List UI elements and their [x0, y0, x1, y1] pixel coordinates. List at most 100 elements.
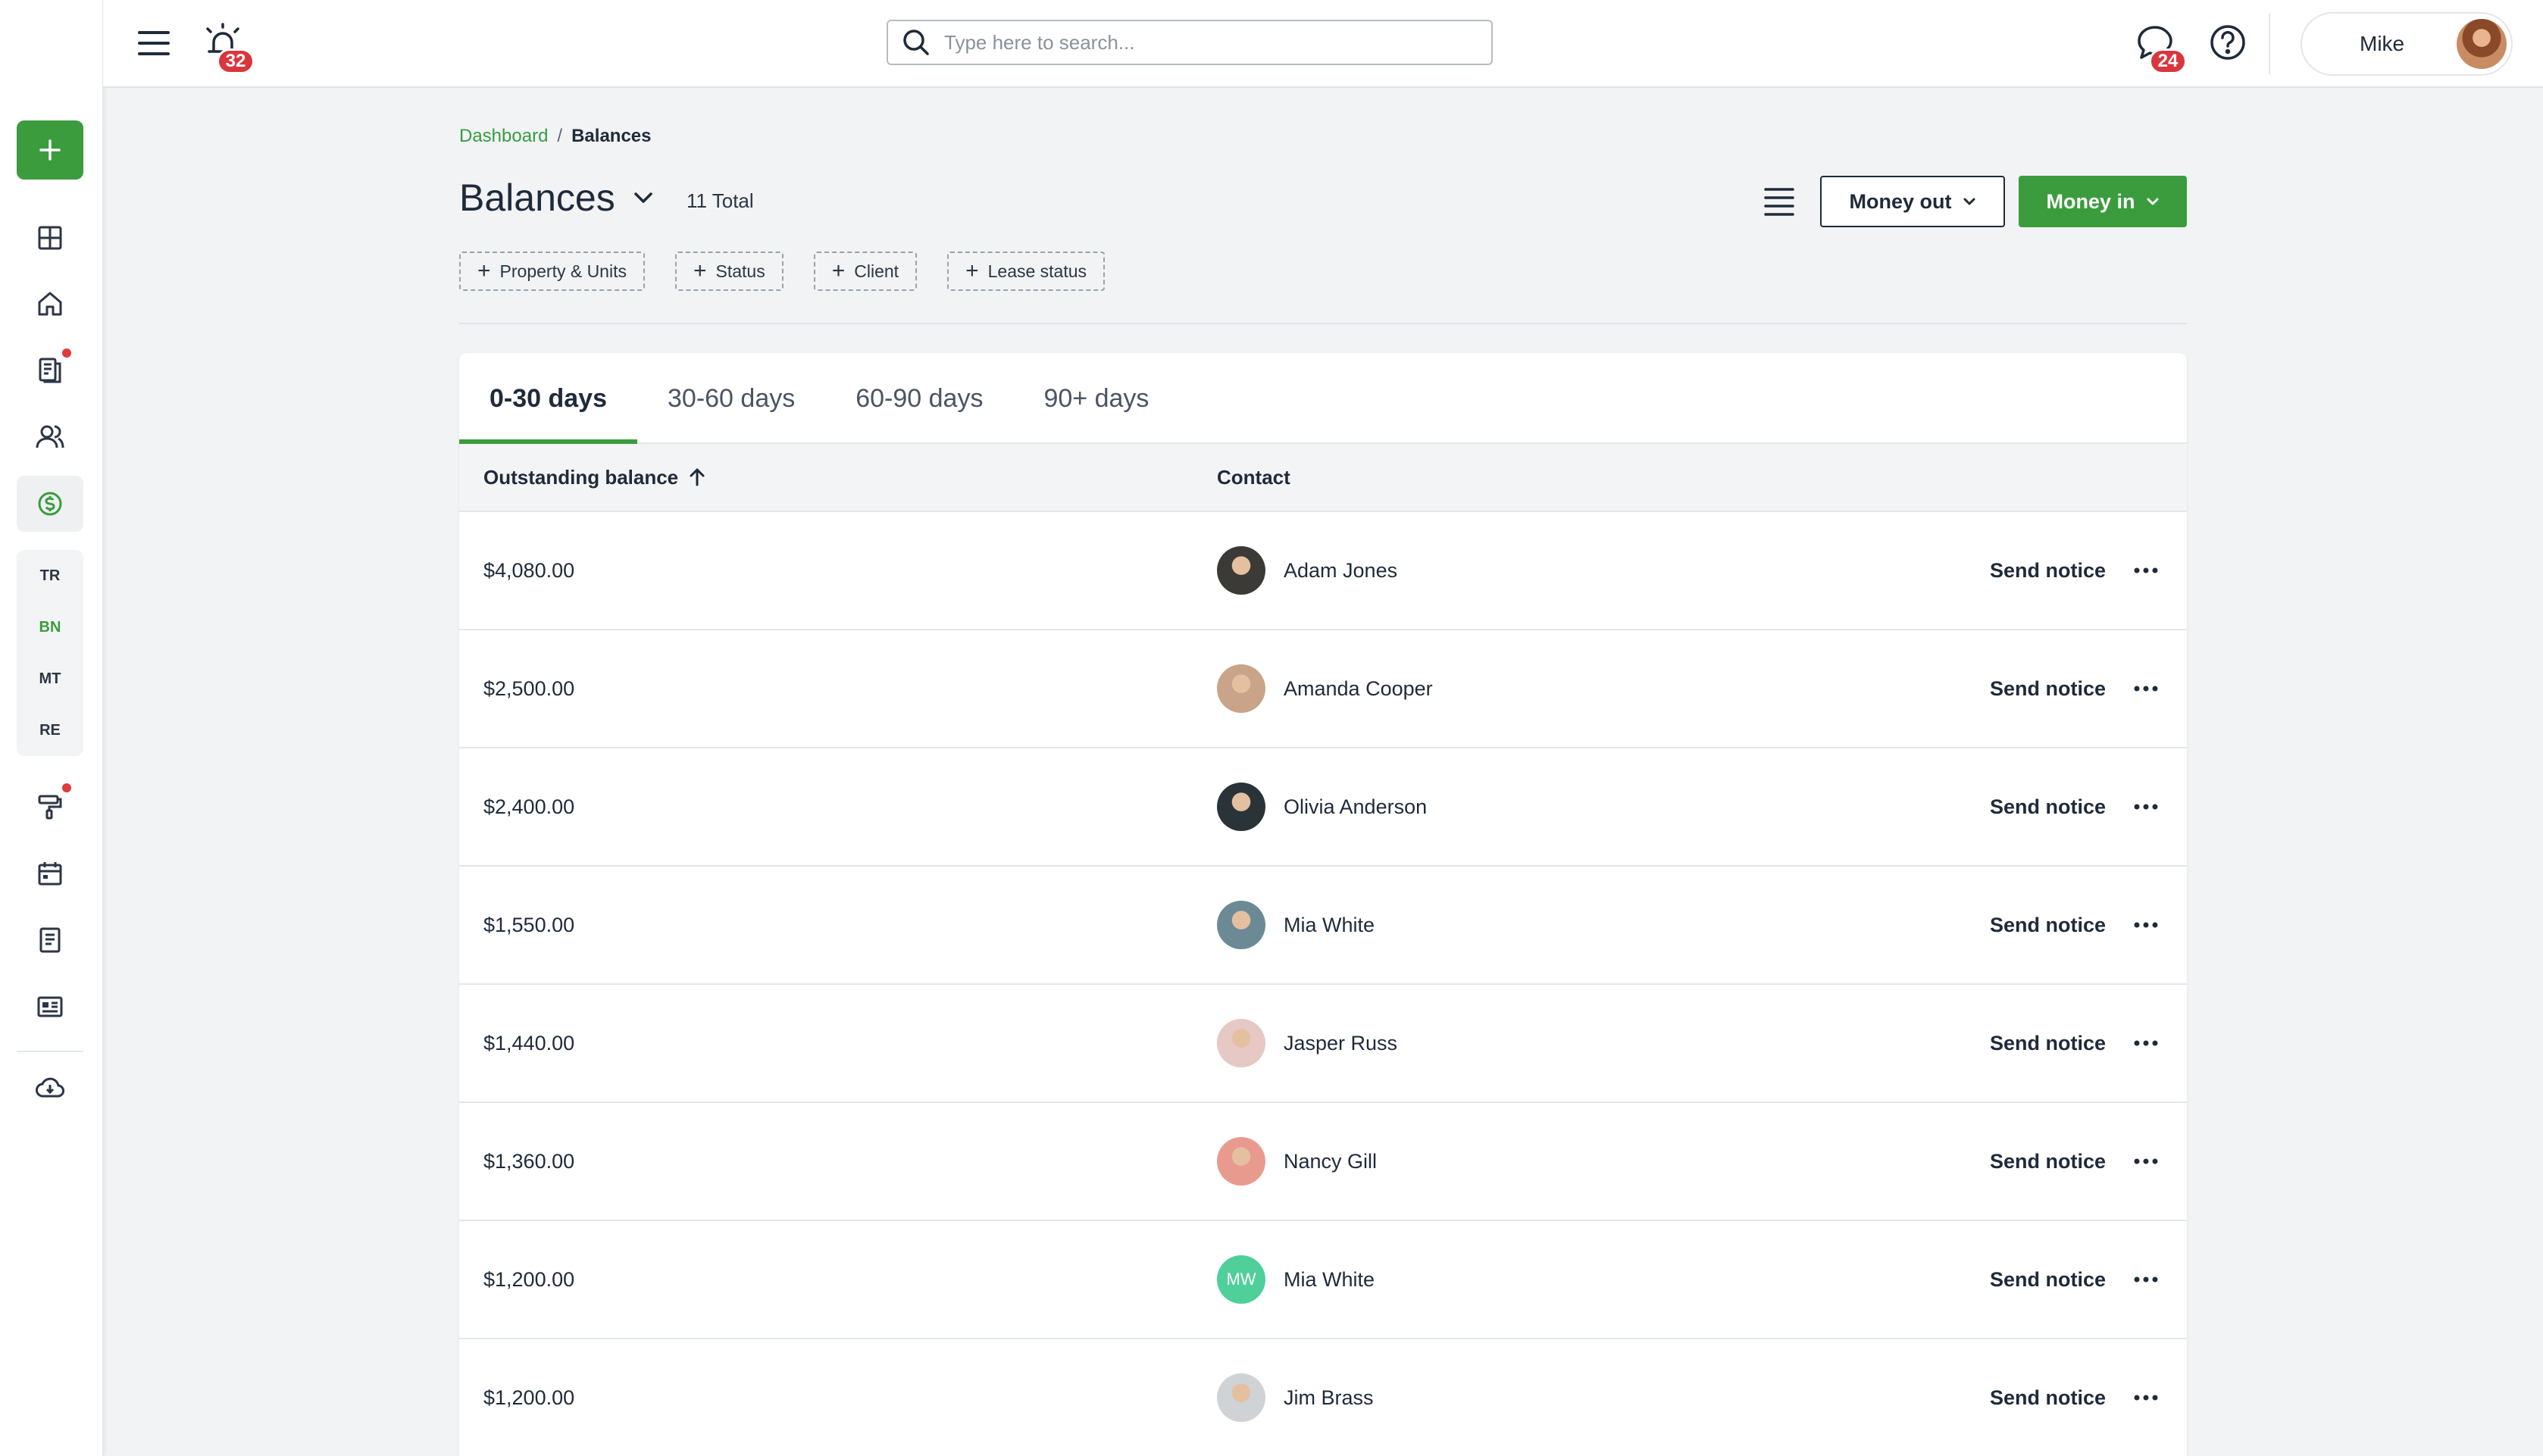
- contact-name: Nancy Gill: [1284, 1149, 1378, 1173]
- page-title: Balances: [459, 177, 615, 219]
- balance-cell: $1,440.00: [483, 1031, 575, 1055]
- tab-60-90-days[interactable]: 60-90 days: [855, 383, 984, 413]
- table-row[interactable]: $1,200.00 MW Mia White Send notice: [459, 1221, 2187, 1339]
- aging-tabs: 0-30 days 30-60 days 60-90 days 90+ days: [459, 353, 2187, 445]
- send-notice-button[interactable]: Send notice: [1990, 1386, 2107, 1409]
- submenu-item-bn[interactable]: BN: [39, 618, 61, 636]
- money-out-button[interactable]: Money out: [1820, 176, 2005, 227]
- table-row[interactable]: $2,400.00 Olivia Anderson Send notice: [459, 748, 2187, 867]
- send-notice-button[interactable]: Send notice: [1990, 1267, 2107, 1291]
- more-options-icon[interactable]: [2131, 1154, 2161, 1169]
- sidebar-item-notes[interactable]: [17, 912, 83, 968]
- help-icon[interactable]: [2207, 21, 2249, 64]
- table-row[interactable]: $2,500.00 Amanda Cooper Send notice: [459, 630, 2187, 748]
- table-row[interactable]: $4,080.00 Adam Jones Send notice: [459, 512, 2187, 630]
- plus-icon: +: [831, 258, 846, 283]
- filter-property-units[interactable]: + Property & Units: [459, 252, 645, 291]
- column-header-contact: Contact: [1217, 465, 1290, 489]
- send-notice-button[interactable]: Send notice: [1990, 558, 2107, 582]
- list-view-icon[interactable]: [1761, 185, 1797, 218]
- more-options-icon[interactable]: [2131, 1390, 2161, 1405]
- table-row[interactable]: $1,440.00 Jasper Russ Send notice: [459, 985, 2187, 1103]
- table-row[interactable]: $1,360.00 Nancy Gill Send notice: [459, 1103, 2187, 1221]
- arrow-up-icon: [690, 468, 705, 486]
- balance-cell: $1,200.00: [483, 1386, 575, 1409]
- messages-count-badge: 24: [2149, 48, 2187, 74]
- search-input[interactable]: [944, 30, 1475, 55]
- send-notice-button[interactable]: Send notice: [1990, 676, 2107, 700]
- sidebar-item-properties[interactable]: [17, 276, 83, 332]
- avatar: [1217, 1373, 1265, 1422]
- plus-icon: +: [477, 258, 491, 283]
- send-notice-button[interactable]: Send notice: [1990, 795, 2107, 818]
- filter-lease-status[interactable]: + Lease status: [947, 252, 1106, 291]
- column-header-balance[interactable]: Outstanding balance: [483, 466, 705, 489]
- more-options-icon[interactable]: [2131, 917, 2161, 933]
- sidebar-item-reports[interactable]: [17, 979, 83, 1035]
- contact-name: Jim Brass: [1284, 1386, 1374, 1409]
- contact-cell[interactable]: Jasper Russ: [1217, 1019, 1397, 1067]
- alerts-count-badge: 32: [217, 48, 255, 74]
- breadcrumb-separator: /: [557, 126, 563, 146]
- filter-client[interactable]: + Client: [813, 252, 918, 291]
- avatar: [1217, 1019, 1265, 1067]
- contact-name: Adam Jones: [1284, 558, 1398, 582]
- tab-90-plus-days[interactable]: 90+ days: [1043, 383, 1150, 413]
- send-notice-button[interactable]: Send notice: [1990, 1031, 2107, 1055]
- contact-cell[interactable]: Nancy Gill: [1217, 1137, 1377, 1186]
- submenu-item-mt[interactable]: MT: [39, 670, 61, 687]
- sidebar-item-dashboard[interactable]: [17, 210, 83, 266]
- submenu-item-tr[interactable]: TR: [39, 567, 61, 584]
- documents-icon: [39, 358, 61, 383]
- page-title-dropdown[interactable]: Balances: [459, 176, 655, 220]
- filter-label: Client: [854, 261, 899, 281]
- more-options-icon[interactable]: [2131, 1272, 2161, 1287]
- contact-name: Mia White: [1284, 913, 1375, 936]
- more-options-icon[interactable]: [2131, 563, 2161, 578]
- tab-30-60-days[interactable]: 30-60 days: [668, 383, 796, 413]
- avatar: [1217, 901, 1265, 949]
- search-box: [887, 20, 1493, 65]
- tab-0-30-days[interactable]: 0-30 days: [459, 353, 637, 445]
- column-header-label: Outstanding balance: [483, 465, 679, 489]
- contact-cell[interactable]: Olivia Anderson: [1217, 783, 1427, 831]
- table-row[interactable]: $1,200.00 Jim Brass Send notice: [459, 1339, 2187, 1456]
- sidebar-item-download[interactable]: [17, 1061, 83, 1117]
- plus-icon: +: [693, 258, 707, 283]
- contact-cell[interactable]: Jim Brass: [1217, 1373, 1374, 1422]
- contact-cell[interactable]: Amanda Cooper: [1217, 664, 1433, 713]
- filter-bar: + Property & Units + Status + Client + Lease…: [459, 252, 1106, 291]
- contact-cell[interactable]: Mia White: [1217, 901, 1375, 949]
- balance-cell: $2,500.00: [483, 676, 575, 700]
- divider: [459, 323, 2187, 324]
- sidebar-item-calendar[interactable]: [17, 845, 83, 901]
- user-name: Mike: [2360, 32, 2405, 55]
- more-options-icon[interactable]: [2131, 681, 2161, 696]
- table-body: $4,080.00 Adam Jones Send notice $2,500.00 A…: [459, 512, 2187, 1456]
- money-in-button[interactable]: Money in: [2019, 176, 2187, 227]
- notification-dot: [62, 348, 71, 358]
- sidebar-item-maintenance[interactable]: [17, 779, 83, 835]
- balance-cell: $1,200.00: [483, 1267, 575, 1291]
- submenu-item-re[interactable]: RE: [39, 721, 61, 739]
- sidebar-item-accounting[interactable]: [17, 476, 83, 532]
- more-options-icon[interactable]: [2131, 799, 2161, 814]
- balances-card: 0-30 days 30-60 days 60-90 days 90+ days…: [459, 353, 2187, 1456]
- sidebar-item-people[interactable]: [17, 409, 83, 465]
- add-button[interactable]: [17, 120, 83, 180]
- calendar-icon: [38, 862, 62, 886]
- hamburger-menu-icon[interactable]: [136, 26, 171, 61]
- filter-status[interactable]: + Status: [674, 252, 784, 291]
- filter-label: Status: [715, 261, 765, 281]
- notes-icon: [39, 927, 61, 953]
- more-options-icon[interactable]: [2131, 1036, 2161, 1051]
- plus-icon: [39, 139, 61, 161]
- sidebar-item-documents[interactable]: [17, 342, 83, 398]
- contact-cell[interactable]: MW Mia White: [1217, 1255, 1375, 1304]
- table-row[interactable]: $1,550.00 Mia White Send notice: [459, 867, 2187, 985]
- user-menu[interactable]: Mike: [2301, 12, 2513, 76]
- breadcrumb-dashboard-link[interactable]: Dashboard: [459, 126, 549, 146]
- contact-cell[interactable]: Adam Jones: [1217, 546, 1397, 595]
- send-notice-button[interactable]: Send notice: [1990, 1149, 2107, 1173]
- send-notice-button[interactable]: Send notice: [1990, 913, 2107, 936]
